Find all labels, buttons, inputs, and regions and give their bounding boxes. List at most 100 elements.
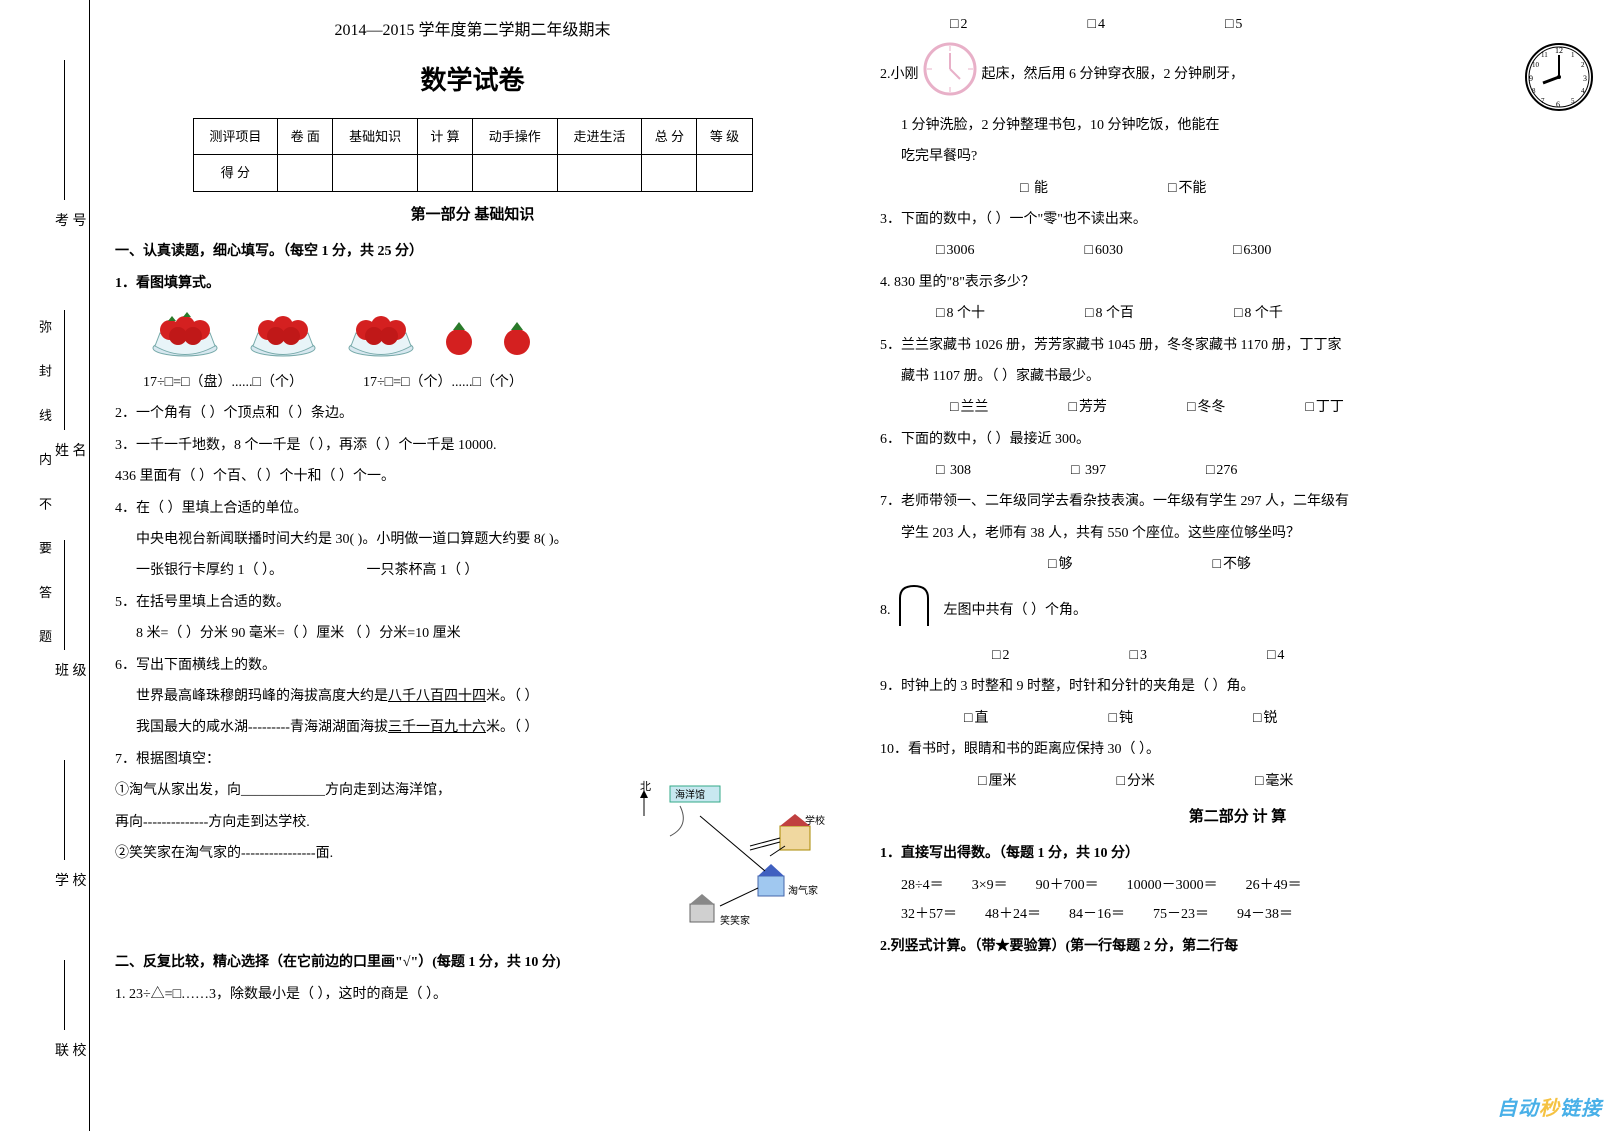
s2q6: 6．下面的数中，（ ）最接近 300。 (880, 425, 1595, 454)
opt[interactable]: 毫米 (1255, 767, 1293, 796)
text: 左图中共有（ ）个角。 (944, 603, 1088, 618)
expr: 28÷4＝ (901, 871, 944, 900)
svg-text:9: 9 (1529, 74, 1533, 83)
opt[interactable]: 308 (936, 456, 971, 485)
s2q2: 123 69 12 45 78 1011 2.小刚 (880, 41, 1595, 108)
expr: 32＋57＝ (901, 900, 957, 929)
s2q5-opts: 兰兰 芳芳 冬冬 丁丁 (880, 393, 1595, 422)
opt[interactable]: 能 (1020, 174, 1048, 203)
q1: 1．看图填算式。 (115, 269, 830, 298)
svg-text:12: 12 (1555, 46, 1563, 55)
binding-label: 姓 名 (55, 440, 87, 460)
opt[interactable]: 276 (1206, 456, 1237, 485)
opt[interactable]: 8 个十 (936, 299, 985, 328)
opt[interactable]: 3 (1129, 641, 1146, 670)
svg-text:8: 8 (1532, 87, 1536, 95)
cell[interactable] (642, 155, 697, 191)
opt[interactable]: 4 (1087, 10, 1104, 39)
cell: 等 级 (697, 119, 752, 155)
map-figure: 北 海洋馆 学校 淘气家 笑笑 (630, 776, 830, 936)
part2-head: 第二部分 计 算 (880, 802, 1595, 834)
opt[interactable]: 芳芳 (1068, 393, 1106, 422)
bowl-icon (243, 308, 323, 358)
svg-text:学校: 学校 (805, 814, 825, 827)
binding-line (64, 310, 65, 430)
cell[interactable] (697, 155, 752, 191)
strawberry-icon (497, 318, 537, 358)
opt[interactable]: 冬冬 (1187, 393, 1225, 422)
opt[interactable]: 锐 (1253, 704, 1277, 733)
s2q2-opts: 能 不能 (880, 174, 1595, 203)
cell[interactable] (333, 155, 418, 191)
expr: 26＋49＝ (1246, 871, 1302, 900)
part1-head: 第一部分 基础知识 (115, 200, 830, 232)
calc-row1: 28÷4＝ 3×9＝ 90＋700＝ 10000－3000＝ 26＋49＝ (880, 871, 1595, 900)
binding-label: 班 级 (55, 660, 87, 680)
q4a: 4．在（ ）里填上合适的单位。 (115, 494, 830, 523)
s2q9: 9．时钟上的 3 时整和 9 时整，时针和分针的夹角是（ ）角。 (880, 672, 1595, 701)
opt[interactable]: 4 (1267, 641, 1284, 670)
expr: 75－23＝ (1153, 900, 1209, 929)
opt[interactable]: 丁丁 (1305, 393, 1343, 422)
cell[interactable] (278, 155, 333, 191)
binding-label: 考 号 (55, 210, 87, 230)
binding-line (64, 60, 65, 200)
opt[interactable]: 397 (1071, 456, 1106, 485)
s2q3-opts: 3006 6030 6300 (880, 236, 1595, 265)
opt[interactable]: 直 (964, 704, 988, 733)
q6c: 我国最大的咸水湖---------青海湖湖面海拔三千一百九十六米。（ ） (115, 713, 830, 742)
binding-line (64, 960, 65, 1030)
clock2-icon: 123 69 12 45 78 1011 (1523, 41, 1595, 124)
opt[interactable]: 6030 (1084, 236, 1122, 265)
cell[interactable] (557, 155, 642, 191)
svg-text:11: 11 (1541, 51, 1548, 59)
q4c: 一张银行卡厚约 1（ ）。 (136, 563, 283, 578)
seal-text: 弥 封 线 内 不 要 答 题 (35, 320, 54, 657)
opt[interactable]: 不能 (1168, 174, 1206, 203)
cell: 走进生活 (557, 119, 642, 155)
q3a: 3．一千一千地数，8 个一千是（ ），再添（ ）个一千是 10000. (115, 431, 830, 460)
cell[interactable] (472, 155, 557, 191)
cell: 基础知识 (333, 119, 418, 155)
text: 起床，然后用 6 分钟穿衣服，2 分钟刷牙， (982, 67, 1245, 82)
opt[interactable]: 8 个百 (1085, 299, 1134, 328)
s2q4-opts: 8 个十 8 个百 8 个千 (880, 299, 1595, 328)
cell: 计 算 (417, 119, 472, 155)
opt[interactable]: 2 (950, 10, 967, 39)
text: 2.小刚 (880, 67, 919, 82)
table-row: 得 分 (193, 155, 752, 191)
opt[interactable]: 钝 (1108, 704, 1132, 733)
section2-title: 二、反复比较，精心选择（在它前边的口里画"√"）(每题 1 分，共 10 分) (115, 948, 830, 977)
opt[interactable]: 分米 (1116, 767, 1154, 796)
svg-text:7: 7 (1541, 97, 1545, 105)
s2q3: 3．下面的数中，（ ）一个"零"也不读出来。 (880, 205, 1595, 234)
s2q1: 1. 23÷△=□……3，除数最小是（ ），这时的商是（ ）。 (115, 980, 830, 1009)
opt[interactable]: 6300 (1233, 236, 1271, 265)
opt[interactable]: 8 个千 (1234, 299, 1283, 328)
opt[interactable]: 不够 (1212, 550, 1250, 579)
opt[interactable]: 厘米 (978, 767, 1016, 796)
cell[interactable]: 得 分 (193, 155, 278, 191)
opt[interactable]: 兰兰 (950, 393, 988, 422)
opt[interactable]: 3006 (936, 236, 974, 265)
calc-row2: 32＋57＝ 48＋24＝ 84－16＝ 75－23＝ 94－38＝ (880, 900, 1595, 929)
opt[interactable]: 2 (992, 641, 1009, 670)
expr: 84－16＝ (1069, 900, 1125, 929)
svg-text:北: 北 (640, 780, 651, 793)
s2q10: 10．看书时，眼睛和书的距离应保持 30（ ）。 (880, 735, 1595, 764)
cell: 动手操作 (472, 119, 557, 155)
right-column: 2 4 5 123 69 12 45 78 1011 (855, 0, 1620, 1131)
opt[interactable]: 够 (1048, 550, 1072, 579)
p2q2: 2.列竖式计算。（带★要验算）(第一行每题 2 分，第二行每 (880, 932, 1595, 961)
s2q7b: 学生 203 人，老师有 38 人，共有 550 个座位。这些座位够坐吗？ (880, 519, 1595, 548)
bowl-icon (145, 308, 225, 358)
opt[interactable]: 5 (1225, 10, 1242, 39)
cell[interactable] (417, 155, 472, 191)
svg-text:笑笑家: 笑笑家 (720, 914, 750, 927)
section1-title: 一、认真读题，细心填写。（每空 1 分，共 25 分） (115, 237, 830, 266)
score-table: 测评项目 卷 面 基础知识 计 算 动手操作 走进生活 总 分 等 级 得 分 (193, 118, 753, 192)
clock1-icon (922, 41, 978, 108)
expr: 94－38＝ (1237, 900, 1293, 929)
svg-text:10: 10 (1532, 61, 1540, 69)
binding-line (64, 540, 65, 650)
